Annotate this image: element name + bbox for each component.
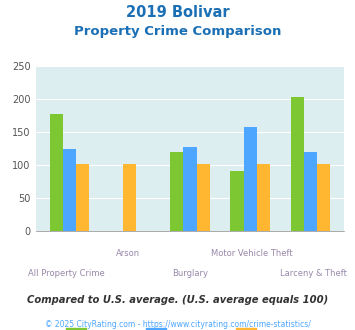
Bar: [244, 127, 257, 231]
Bar: [230, 171, 244, 231]
Text: Motor Vehicle Theft: Motor Vehicle Theft: [211, 249, 293, 258]
Text: Property Crime Comparison: Property Crime Comparison: [74, 25, 281, 38]
Bar: [290, 97, 304, 231]
Text: Compared to U.S. average. (U.S. average equals 100): Compared to U.S. average. (U.S. average …: [27, 295, 328, 305]
Legend: Bolivar, Missouri, National: Bolivar, Missouri, National: [61, 324, 318, 330]
Bar: [197, 164, 210, 231]
Bar: [170, 152, 183, 231]
Bar: [123, 164, 136, 231]
Bar: [50, 114, 63, 231]
Bar: [304, 152, 317, 231]
Text: Arson: Arson: [116, 249, 140, 258]
Text: Larceny & Theft: Larceny & Theft: [280, 269, 347, 278]
Bar: [76, 164, 89, 231]
Text: All Property Crime: All Property Crime: [28, 269, 105, 278]
Text: 2019 Bolivar: 2019 Bolivar: [126, 5, 229, 20]
Bar: [63, 148, 76, 231]
Bar: [317, 164, 330, 231]
Text: Burglary: Burglary: [172, 269, 208, 278]
Text: © 2025 CityRating.com - https://www.cityrating.com/crime-statistics/: © 2025 CityRating.com - https://www.city…: [45, 320, 310, 329]
Bar: [257, 164, 270, 231]
Bar: [183, 147, 197, 231]
